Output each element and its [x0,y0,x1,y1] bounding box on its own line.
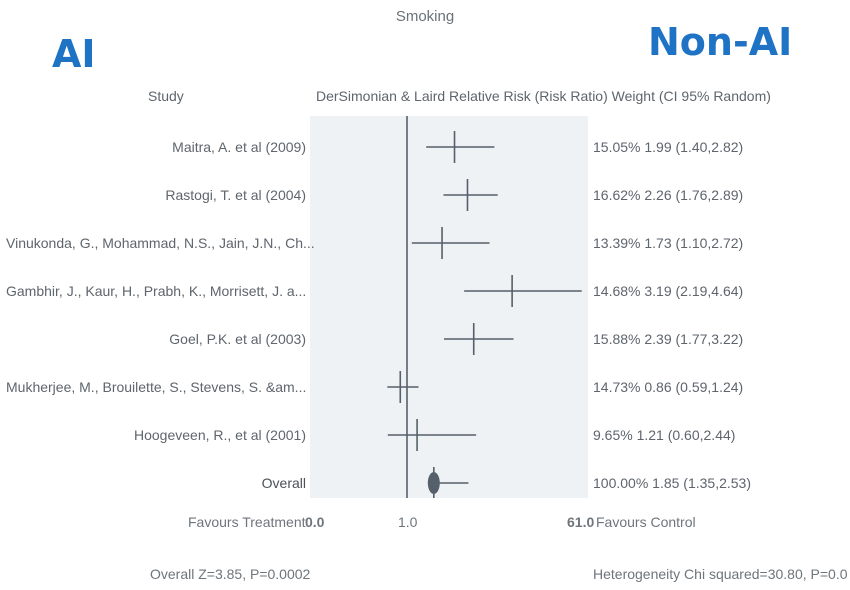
heterogeneity-text: Heterogeneity Chi squared=30.80, P=0.0 [593,566,848,582]
forest-plot-svg [387,116,582,498]
study-label: Mukherjee, M., Brouilette, S., Stevens, … [6,379,307,395]
study-label: Gambhir, J., Kaur, H., Prabh, K., Morris… [6,283,307,299]
study-label: Hoogeveen, R., et al (2001) [134,427,306,443]
study-label: Vinukonda, G., Mohammad, N.S., Jain, J.N… [6,235,315,251]
study-weight-ci: 13.39% 1.73 (1.10,2.72) [593,235,744,251]
overall-z-text: Overall Z=3.85, P=0.0002 [150,566,311,582]
axis-left-value: 0.0 [305,514,325,530]
overall-weight-ci: 100.00% 1.85 (1.35,2.53) [593,475,752,491]
study-label: Rastogi, T. et al (2004) [165,187,306,203]
axis-right-label: Favours Control [596,514,696,530]
ai-label: AI [52,32,96,76]
study-weight-ci: 9.65% 1.21 (0.60,2.44) [593,427,736,443]
overall-label: Overall [261,475,306,491]
study-weight-ci: 14.73% 0.86 (0.59,1.24) [593,379,744,395]
study-column-header: Study [148,88,184,104]
non-ai-label: Non-AI [648,20,793,64]
study-label: Goel, P.K. et al (2003) [169,331,306,347]
study-weight-ci: 15.05% 1.99 (1.40,2.82) [593,139,744,155]
forest-plot-panel [310,116,588,498]
method-column-header: DerSimonian & Laird Relative Risk (Risk … [316,88,771,104]
study-weight-ci: 14.68% 3.19 (2.19,4.64) [593,283,744,299]
axis-left-label: Favours Treatment [188,514,306,530]
study-weight-ci: 16.62% 2.26 (1.76,2.89) [593,187,744,203]
chart-title: Smoking [395,8,455,25]
axis-center-value: 1.0 [398,514,418,530]
study-weight-ci: 15.88% 2.39 (1.77,3.22) [593,331,744,347]
axis-right-value: 61.0 [567,514,595,530]
study-label: Maitra, A. et al (2009) [172,139,306,155]
